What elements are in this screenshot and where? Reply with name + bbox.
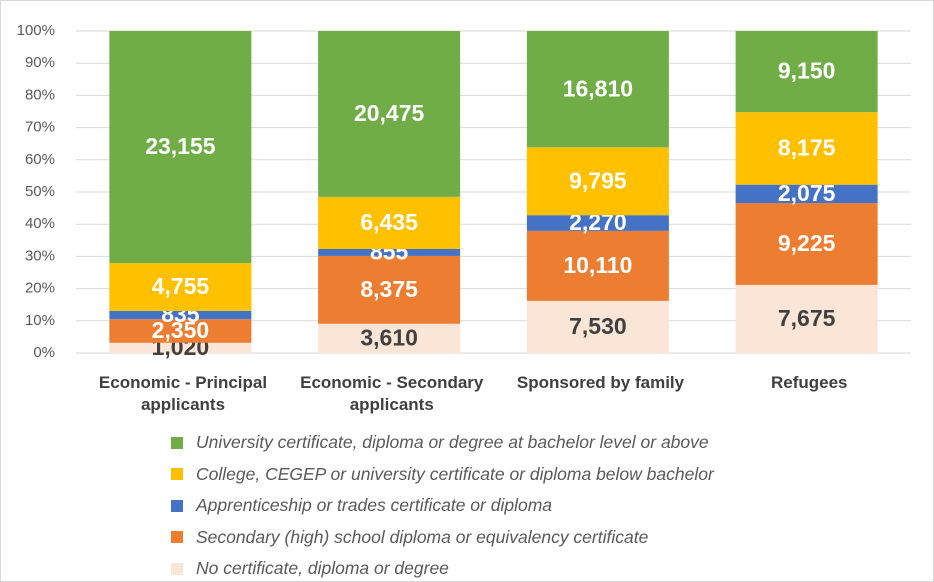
legend-swatch xyxy=(171,468,183,481)
x-tick-label: Economic - Principal applicants xyxy=(98,373,268,414)
data-label: 7,530 xyxy=(569,313,627,339)
y-tick-label: 10% xyxy=(25,312,55,329)
data-label: 3,610 xyxy=(360,324,418,350)
bar-segment xyxy=(526,230,669,301)
legend-swatch xyxy=(171,499,183,512)
bar-segment xyxy=(109,310,252,320)
legend-item: University certificate, diploma or degre… xyxy=(171,427,714,459)
data-label: 8,375 xyxy=(360,276,418,302)
y-tick-label: 30% xyxy=(25,247,55,264)
legend-item: No certificate, diploma or degree xyxy=(171,553,714,581)
bar-segment xyxy=(318,255,461,324)
bar-segment xyxy=(109,342,252,353)
y-tick-label: 80% xyxy=(25,86,55,103)
bar-segment xyxy=(526,300,669,353)
y-tick-label: 40% xyxy=(25,215,55,232)
y-tick-label: 70% xyxy=(25,119,55,136)
legend-item: College, CEGEP or university certificate… xyxy=(171,459,714,491)
data-label: 4,755 xyxy=(152,273,210,299)
legend-label: College, CEGEP or university certificate… xyxy=(196,463,714,484)
bar-segment xyxy=(526,147,669,216)
data-label: 9,150 xyxy=(778,58,836,84)
legend-item: Apprenticeship or trades certificate or … xyxy=(171,490,714,522)
bar-segment xyxy=(526,31,669,148)
bar-segment xyxy=(318,248,461,256)
bar-segment xyxy=(526,215,669,231)
bar-segment xyxy=(109,319,252,343)
data-label: 7,675 xyxy=(778,305,836,331)
data-label: 23,155 xyxy=(145,133,216,159)
bar-segment xyxy=(318,31,461,197)
y-tick-label: 90% xyxy=(25,54,55,71)
x-tick-label: Economic - Secondary applicants xyxy=(300,373,484,414)
data-label: 20,475 xyxy=(354,100,425,126)
legend-swatch xyxy=(171,562,183,575)
bar-segment xyxy=(318,323,461,353)
bar-segment xyxy=(735,184,878,204)
data-label: 2,350 xyxy=(152,317,210,343)
legend-item: Secondary (high) school diploma or equiv… xyxy=(171,522,714,554)
legend-label: No certificate, diploma or degree xyxy=(196,558,449,579)
data-label: 6,435 xyxy=(360,209,418,235)
data-label: 10,110 xyxy=(563,252,632,278)
bar-segment xyxy=(735,31,878,113)
legend-swatch xyxy=(171,436,183,449)
bar-segment xyxy=(318,196,461,249)
bar-segment xyxy=(735,112,878,185)
legend-label: Secondary (high) school diploma or equiv… xyxy=(196,526,649,547)
legend-label: University certificate, diploma or degre… xyxy=(196,432,709,453)
legend-label: Apprenticeship or trades certificate or … xyxy=(196,495,553,516)
y-tick-label: 50% xyxy=(25,183,55,200)
legend: University certificate, diploma or degre… xyxy=(171,427,714,581)
bar-segment xyxy=(109,263,252,311)
data-label: 8,175 xyxy=(778,135,836,161)
y-tick-label: 0% xyxy=(33,344,55,361)
data-label: 16,810 xyxy=(563,75,633,101)
legend-swatch xyxy=(171,531,183,544)
y-tick-label: 100% xyxy=(17,22,55,39)
bar-segment xyxy=(735,284,878,353)
x-tick-label: Refugees xyxy=(770,373,848,392)
data-label: 9,225 xyxy=(778,230,836,256)
y-tick-label: 20% xyxy=(25,280,55,297)
data-label: 9,795 xyxy=(569,167,627,193)
y-tick-label: 60% xyxy=(25,151,55,168)
x-tick-label: Sponsored by family xyxy=(516,373,685,392)
bar-segment xyxy=(109,31,252,264)
bar-segment xyxy=(735,203,878,285)
